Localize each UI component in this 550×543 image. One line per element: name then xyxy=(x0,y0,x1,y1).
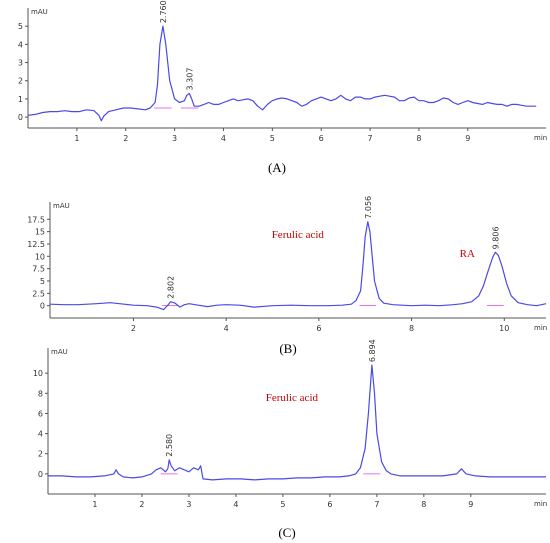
peak-rt-label: 6.894 xyxy=(368,339,377,362)
y-axis-unit: mAU xyxy=(53,202,70,210)
x-tick-label: 10 xyxy=(499,324,509,333)
y-axis-unit: mAU xyxy=(31,8,48,16)
x-tick-label: 3 xyxy=(172,134,177,143)
y-tick-label: 0 xyxy=(40,302,45,311)
y-tick-label: 17.5 xyxy=(27,215,45,224)
x-tick-label: 7 xyxy=(374,500,379,509)
x-tick-label: 9 xyxy=(468,500,473,509)
y-tick-label: 0 xyxy=(38,470,43,479)
y-tick-label: 15 xyxy=(35,228,45,237)
y-tick-label: 0 xyxy=(18,113,23,122)
x-tick-label: 4 xyxy=(221,134,226,143)
y-tick-label: 5 xyxy=(18,22,23,31)
x-tick-label: 6 xyxy=(316,324,321,333)
x-tick-label: 6 xyxy=(319,134,324,143)
x-tick-label: 2 xyxy=(131,324,136,333)
x-tick-label: 8 xyxy=(421,500,426,509)
peak-rt-label: 9.806 xyxy=(491,226,500,249)
y-tick-label: 8 xyxy=(38,389,43,398)
x-tick-label: 7 xyxy=(368,134,373,143)
y-tick-label: 1 xyxy=(18,95,23,104)
x-axis-unit: min xyxy=(534,134,547,142)
x-tick-label: 6 xyxy=(327,500,332,509)
y-tick-label: 2 xyxy=(18,77,23,86)
y-axis-unit: mAU xyxy=(51,348,68,356)
x-tick-label: 5 xyxy=(280,500,285,509)
peak-rt-label: 2.580 xyxy=(165,434,174,457)
y-tick-label: 5 xyxy=(40,277,45,286)
x-tick-label: 8 xyxy=(416,134,421,143)
panel-caption: (C) xyxy=(278,525,295,540)
x-tick-label: 2 xyxy=(139,500,144,509)
y-tick-label: 2.5 xyxy=(32,289,45,298)
compound-label: Ferulic acid xyxy=(266,392,319,404)
x-tick-label: 5 xyxy=(270,134,275,143)
y-tick-label: 4 xyxy=(38,430,43,439)
x-tick-label: 4 xyxy=(224,324,229,333)
panel-caption: (B) xyxy=(279,341,296,356)
x-tick-label: 8 xyxy=(409,324,414,333)
y-tick-label: 10 xyxy=(33,369,43,378)
y-tick-label: 3 xyxy=(18,59,23,68)
y-tick-label: 12.5 xyxy=(27,240,45,249)
y-tick-label: 7.5 xyxy=(32,265,45,274)
peak-rt-label: 2.802 xyxy=(167,276,176,299)
peak-rt-label: 2.760 xyxy=(159,0,168,23)
x-tick-label: 9 xyxy=(465,134,470,143)
x-tick-label: 1 xyxy=(92,500,97,509)
x-tick-label: 3 xyxy=(186,500,191,509)
y-tick-label: 4 xyxy=(18,40,23,49)
peak-rt-label: 7.056 xyxy=(364,196,373,219)
x-tick-label: 2 xyxy=(123,134,128,143)
compound-label: Ferulic acid xyxy=(272,229,325,241)
chromatogram-trace xyxy=(27,25,537,122)
y-tick-label: 10 xyxy=(35,252,45,261)
chromatogram-trace xyxy=(48,364,546,481)
panel-caption: (A) xyxy=(268,160,286,175)
x-tick-label: 4 xyxy=(233,500,238,509)
chromatogram-trace xyxy=(49,221,547,311)
x-axis-unit: min xyxy=(534,500,547,508)
x-tick-label: 1 xyxy=(74,134,79,143)
x-axis-unit: min xyxy=(534,324,547,332)
compound-label: RA xyxy=(460,248,475,260)
y-tick-label: 6 xyxy=(38,409,43,418)
y-tick-label: 2 xyxy=(38,450,43,459)
peak-rt-label: 3.307 xyxy=(186,68,195,91)
